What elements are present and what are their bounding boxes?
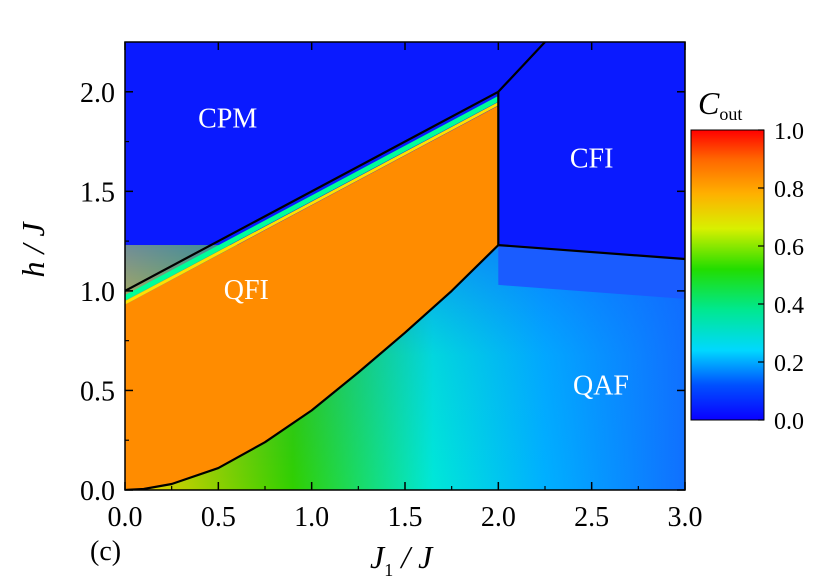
region-label-cpm: CPM <box>198 104 257 135</box>
colorbar-tick-label: 0.4 <box>774 293 804 319</box>
boundary-qfi-qaf <box>125 244 500 490</box>
colorbar-title: Cout <box>698 85 742 124</box>
y-tick-label: 1.0 <box>80 277 115 308</box>
boundary-cpm-cfi <box>497 42 546 93</box>
x-tick-label: 1.5 <box>388 502 423 533</box>
region-labels: CPM CFI QFI QAF <box>198 104 629 402</box>
heatmap-plot-area <box>125 42 685 490</box>
x-tick-label: 2.5 <box>574 502 609 533</box>
y-tick-label: 0.0 <box>80 476 115 507</box>
qfi-edge-glow <box>125 96 500 301</box>
x-tick-label: 0.5 <box>201 502 236 533</box>
x-axis-label: J1 / J <box>370 539 434 580</box>
qfi-region-fill <box>125 105 499 490</box>
x-tick-label: 0.0 <box>108 502 143 533</box>
x-tick-label: 3.0 <box>668 502 703 533</box>
region-label-qfi: QFI <box>224 275 269 306</box>
panel-label: (c) <box>90 536 121 567</box>
x-axis-ticks: 0.0 0.5 1.0 1.5 2.0 2.5 3.0 <box>108 42 703 533</box>
boundary-cfi-qaf <box>498 244 685 261</box>
x-tick-label: 1.0 <box>294 502 329 533</box>
colorbar-tick-label: 0.8 <box>774 177 804 203</box>
colorbar-tick-label: 0.0 <box>774 409 804 435</box>
region-label-qaf: QAF <box>573 370 629 401</box>
y-axis-label: h / J <box>15 221 51 278</box>
colorbar-ticks: 0.0 0.2 0.4 0.6 0.8 1.0 <box>758 119 804 435</box>
y-axis-ticks: 0.0 0.5 1.0 1.5 2.0 <box>80 78 685 507</box>
y-tick-label: 2.0 <box>80 78 115 109</box>
y-tick-label: 1.5 <box>80 177 115 208</box>
colorbar-tick-label: 0.6 <box>774 235 804 261</box>
region-label-cfi: CFI <box>570 143 614 174</box>
colorbar-gradient <box>690 129 765 421</box>
y-tick-label: 0.5 <box>80 376 115 407</box>
colorbar-tick-label: 1.0 <box>774 119 804 145</box>
cfi-region-fill <box>498 42 685 260</box>
boundary-cpm-qfi <box>125 90 499 292</box>
x-tick-label: 2.0 <box>481 502 516 533</box>
qaf-upper-fill <box>498 245 685 299</box>
colorbar-tick-label: 0.2 <box>774 351 804 377</box>
qfi-edge-glow-inner <box>125 102 500 305</box>
phase-boundaries <box>125 42 685 490</box>
colorbar: Cout 0.0 0.2 0.4 0.6 0.8 1.0 <box>690 85 804 435</box>
